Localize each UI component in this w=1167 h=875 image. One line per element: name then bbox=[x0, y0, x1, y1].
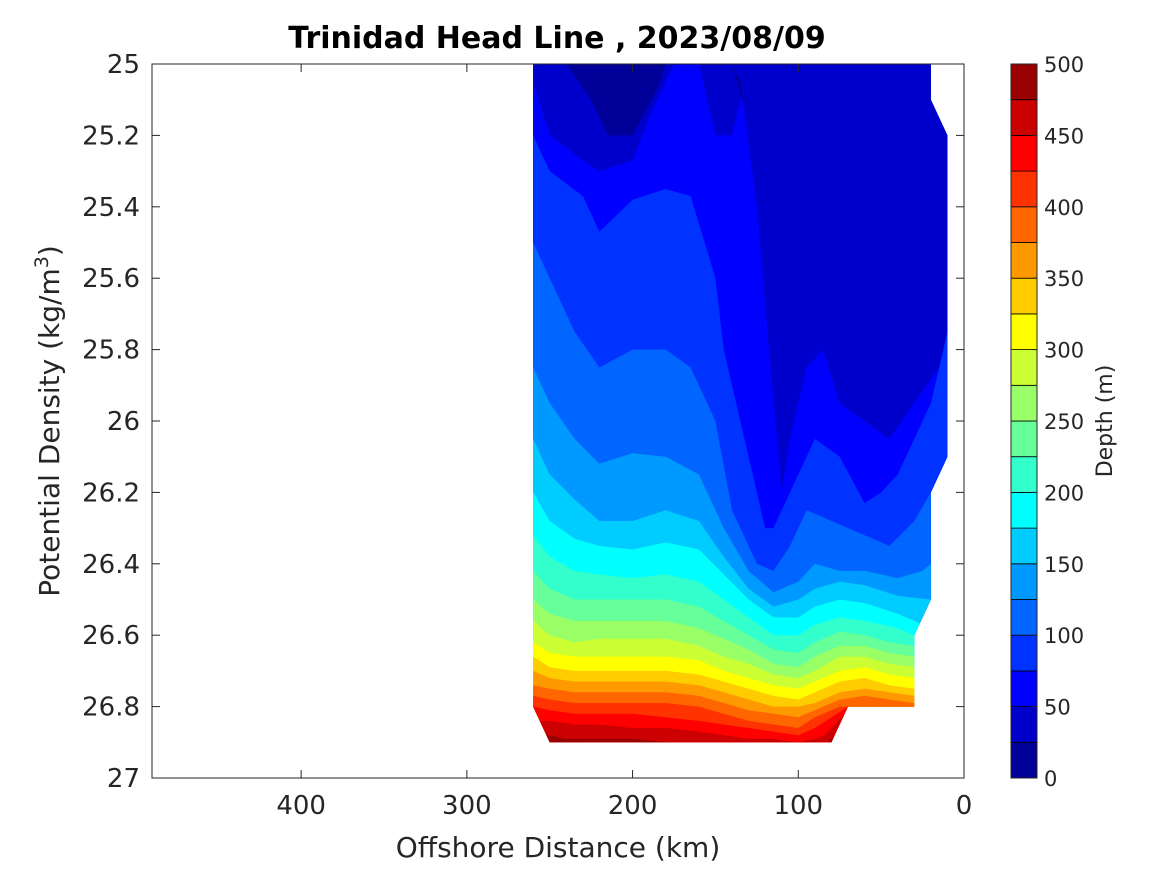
x-tick-label: 100 bbox=[773, 791, 823, 821]
y-tick-label: 25.2 bbox=[82, 121, 140, 151]
colorbar-swatch bbox=[1010, 349, 1038, 386]
y-tick-label: 26 bbox=[107, 407, 140, 437]
colorbar-tick-label: 200 bbox=[1044, 481, 1084, 505]
colorbar-swatch bbox=[1010, 456, 1038, 493]
colorbar-tick-label: 150 bbox=[1044, 553, 1084, 577]
colorbar-swatch bbox=[1010, 741, 1038, 779]
colorbar-swatch bbox=[1010, 242, 1038, 279]
colorbar-swatch bbox=[1010, 170, 1038, 208]
colorbar-swatch bbox=[1010, 313, 1038, 350]
colorbar-swatch bbox=[1010, 670, 1038, 708]
y-axis-label-main: Potential Density (kg/m bbox=[33, 268, 66, 597]
y-axis: 25 25.2 25.4 25.6 25.8 26 26.2 26.4 26.6 26.8 27 bbox=[82, 50, 964, 794]
colorbar-swatch bbox=[1010, 134, 1038, 172]
colorbar-swatch bbox=[1010, 563, 1038, 600]
contour-pocket-mid-right bbox=[732, 64, 948, 493]
y-axis-label: Potential Density (kg/m3) bbox=[31, 245, 66, 597]
x-tick-label: 300 bbox=[442, 791, 492, 821]
y-axis-label-close: ) bbox=[33, 245, 66, 256]
colorbar-tick-label: 0 bbox=[1044, 767, 1057, 791]
y-tick-label: 26.6 bbox=[82, 621, 140, 651]
colorbar-tick-label: 350 bbox=[1044, 267, 1084, 291]
colorbar-swatch bbox=[1010, 206, 1038, 243]
contour-pocket-upper-left bbox=[566, 64, 666, 136]
colorbar-swatch bbox=[1010, 527, 1038, 565]
colorbar-swatch bbox=[1010, 63, 1038, 101]
y-tick-label: 26.2 bbox=[82, 478, 140, 508]
colorbar-tick-label: 250 bbox=[1044, 410, 1084, 434]
x-tick-label: 200 bbox=[608, 791, 658, 821]
colorbar-swatch bbox=[1010, 277, 1038, 315]
x-axis: 400 300 200 100 0 bbox=[276, 64, 972, 821]
colorbar-swatch bbox=[1010, 491, 1038, 529]
chart-title: Trinidad Head Line , 2023/08/09 bbox=[288, 21, 825, 56]
colorbar-swatch bbox=[1010, 706, 1038, 743]
colorbar-swatch bbox=[1010, 634, 1038, 672]
colorbar-tick-label: 500 bbox=[1044, 53, 1084, 77]
colorbar-swatch bbox=[1010, 420, 1038, 458]
y-tick-label: 27 bbox=[107, 764, 140, 794]
colorbar-swatch bbox=[1010, 599, 1038, 636]
colorbar-tick-label: 100 bbox=[1044, 624, 1084, 648]
colorbar: 0 50 100 150 200 250 300 350 400 450 500 bbox=[1010, 53, 1084, 791]
x-tick-label: 0 bbox=[956, 791, 973, 821]
y-tick-label: 25.4 bbox=[82, 193, 140, 223]
colorbar-tick-label: 300 bbox=[1044, 339, 1084, 363]
colorbar-tick-label: 450 bbox=[1044, 124, 1084, 148]
y-tick-label: 26.8 bbox=[82, 693, 140, 723]
x-tick-label: 400 bbox=[276, 791, 326, 821]
colorbar-tick-label: 50 bbox=[1044, 696, 1071, 720]
x-axis-label: Offshore Distance (km) bbox=[396, 831, 721, 864]
colorbar-swatch bbox=[1010, 384, 1038, 422]
y-tick-label: 26.4 bbox=[82, 550, 140, 580]
y-axis-label-superscript: 3 bbox=[31, 256, 53, 268]
colorbar-tick-label: 400 bbox=[1044, 196, 1084, 220]
colorbar-swatch bbox=[1010, 99, 1038, 136]
y-tick-label: 25.6 bbox=[82, 264, 140, 294]
y-tick-label: 25 bbox=[107, 50, 140, 80]
y-tick-label: 25.8 bbox=[82, 336, 140, 366]
colorbar-label: Depth (m) bbox=[1093, 365, 1118, 478]
